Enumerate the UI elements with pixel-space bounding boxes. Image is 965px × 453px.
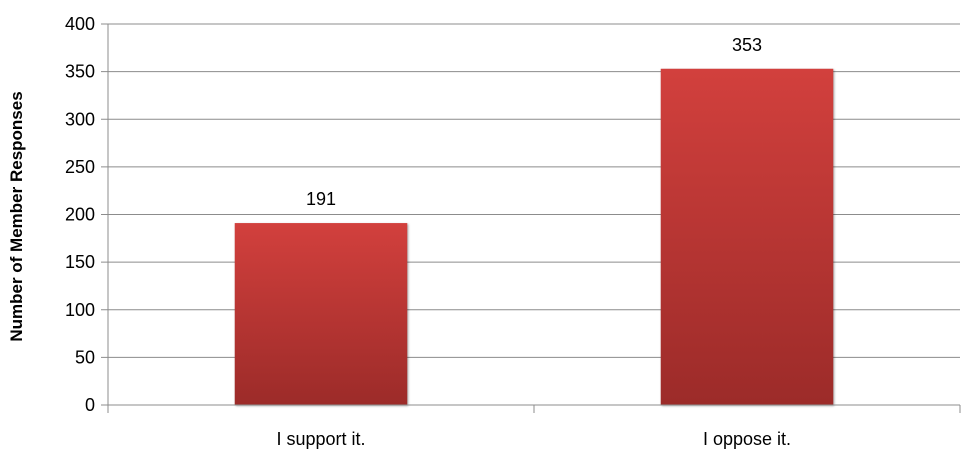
y-axis-title: Number of Member Responses — [7, 91, 26, 341]
y-tick-label: 50 — [75, 347, 95, 367]
data-label: 191 — [306, 189, 336, 209]
bar-2 — [660, 68, 834, 405]
y-tick-label: 0 — [85, 395, 95, 415]
y-tick-label: 100 — [65, 300, 95, 320]
y-tick-label: 200 — [65, 205, 95, 225]
bars — [234, 68, 834, 405]
y-tick-label: 300 — [65, 109, 95, 129]
y-tick-label: 150 — [65, 252, 95, 272]
x-tick-label: I support it. — [276, 429, 365, 449]
axes — [101, 23, 961, 413]
bar-1 — [234, 223, 408, 405]
data-label: 353 — [732, 35, 762, 55]
y-tick-label: 350 — [65, 62, 95, 82]
labels: 0 50 100 150 200 250 300 350 400 191 I support it.… — [65, 14, 791, 449]
y-tick-label: 250 — [65, 157, 95, 177]
x-tick-label: I oppose it. — [703, 429, 791, 449]
y-tick-label: 400 — [65, 14, 95, 34]
